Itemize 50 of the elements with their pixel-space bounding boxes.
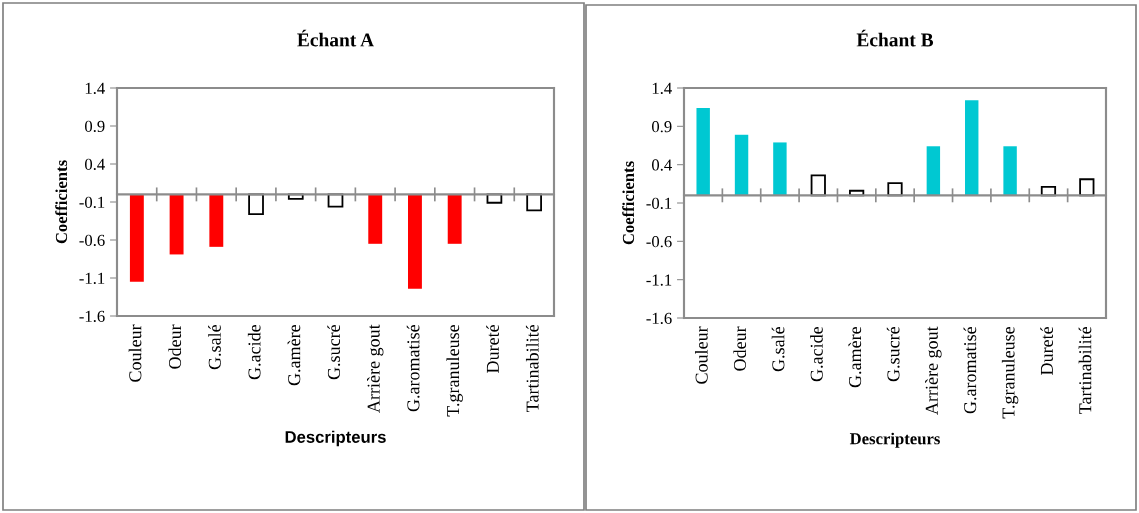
x-tick-label: Tartinabilité — [525, 324, 539, 412]
y-tick-label: -1.6 — [646, 312, 672, 325]
x-tick-label: G.acide — [810, 326, 823, 382]
y-tick-label: -1.1 — [79, 272, 105, 285]
x-tick-label: T.granuleuse — [1001, 326, 1019, 419]
y-tick-label: -1.6 — [79, 310, 105, 323]
x-tick-label: T.granuleuse — [446, 324, 463, 417]
x-tick-label: Couleur — [128, 324, 142, 382]
y-tick-label: 0.9 — [85, 120, 105, 133]
x-tick-label: G.sucré — [327, 324, 341, 380]
x-tick-label: G.sucré — [886, 326, 900, 382]
bar — [773, 142, 787, 196]
chart-title: Échant B — [856, 29, 934, 47]
y-tick-label: 0.9 — [652, 121, 672, 133]
x-tick-label: Odeur — [168, 324, 182, 369]
bar — [965, 100, 979, 196]
x-tick-label: G.salé — [771, 326, 785, 372]
x-tick-label: Couleur — [694, 326, 708, 384]
x-tick-label: G.aromatisé — [406, 324, 420, 412]
y-tick-label: 1.4 — [85, 82, 105, 95]
x-axis-title: Descripteurs — [849, 432, 940, 448]
x-tick-label: Dureté — [486, 324, 499, 373]
y-tick-label: 0.4 — [85, 158, 105, 171]
y-axis-title: Coefficients — [55, 160, 68, 244]
bar — [734, 134, 749, 196]
x-tick-label: Arrière gout — [925, 326, 942, 415]
x-tick-label: G.aromatisé — [963, 326, 977, 414]
y-tick-label: -0.6 — [79, 234, 105, 247]
x-tick-label: G.salé — [208, 324, 221, 370]
y-tick-label: 0.4 — [652, 159, 672, 171]
y-tick-label: 1.4 — [652, 82, 672, 95]
x-tick-label: Odeur — [733, 326, 747, 371]
bar — [810, 174, 826, 197]
x-tick-label: G.acide — [247, 324, 261, 380]
x-axis-title: Descripteurs — [285, 430, 386, 447]
x-tick-label: Tartinabilité — [1078, 326, 1092, 414]
y-tick-label: -0.6 — [646, 236, 672, 248]
x-tick-label: Arrière gout — [367, 324, 384, 413]
y-axis-title: Coefficients — [622, 161, 635, 245]
x-tick-label: Dureté — [1040, 326, 1053, 375]
x-tick-label: G.amère — [848, 326, 862, 388]
y-tick-label: -0.1 — [79, 196, 105, 209]
chart-title: Échant A — [297, 29, 374, 47]
bar — [1003, 146, 1017, 196]
bar — [696, 107, 710, 196]
y-tick-label: -0.1 — [646, 197, 672, 210]
y-tick-label: -1.1 — [646, 274, 672, 286]
bar — [926, 146, 941, 196]
x-tick-label: G.amère — [287, 324, 301, 386]
bar — [887, 182, 903, 197]
